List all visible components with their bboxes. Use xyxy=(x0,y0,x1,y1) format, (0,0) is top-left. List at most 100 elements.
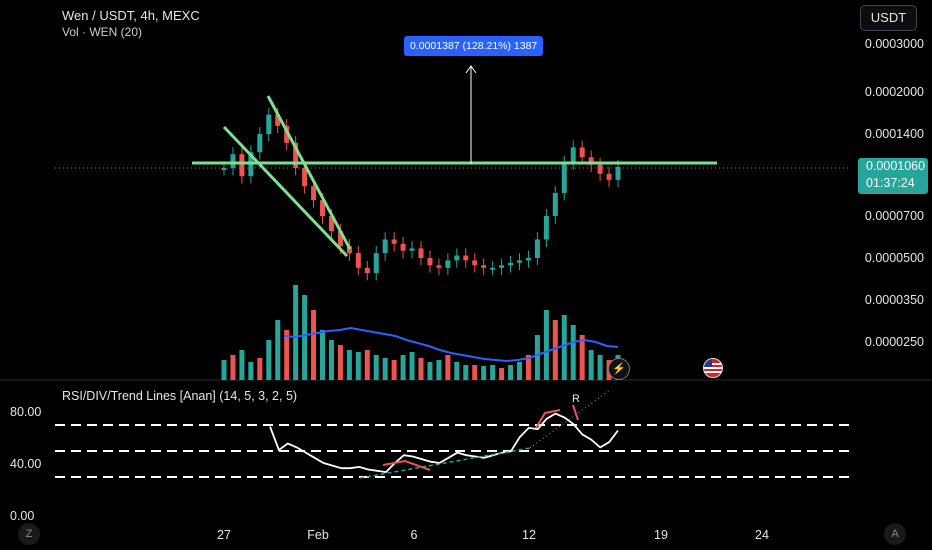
volume-bar xyxy=(373,355,379,380)
volume-ma-line xyxy=(283,326,619,363)
volume-bar xyxy=(230,355,236,380)
bar-countdown: 01:37:24 xyxy=(866,176,915,190)
volume-bar xyxy=(508,365,514,380)
price-tick: 0.0000700 xyxy=(864,209,924,223)
volume-bar xyxy=(570,325,576,380)
candle-body xyxy=(239,154,245,177)
volume-bar xyxy=(418,358,424,380)
candle-body xyxy=(579,147,585,158)
price-tick: 0.0002000 xyxy=(864,85,924,99)
candle-body xyxy=(606,173,612,180)
rsi-tick: 80.00 xyxy=(10,405,42,419)
candle-body xyxy=(597,164,603,174)
volume-bar xyxy=(257,358,263,380)
candle-body xyxy=(328,216,334,232)
candle-body xyxy=(257,134,263,153)
zoom-button[interactable]: Z xyxy=(18,523,40,545)
candle-body xyxy=(445,260,451,268)
candle-body xyxy=(391,239,397,244)
rsi-tick: 0.00 xyxy=(10,509,35,523)
rsi-bearish-divergence-2 xyxy=(535,409,561,429)
volume-bar xyxy=(445,355,451,380)
candle-body xyxy=(373,253,379,274)
candle-body xyxy=(355,253,361,268)
volume-bar xyxy=(517,362,522,380)
volume-bar xyxy=(409,352,415,380)
volume-bar xyxy=(302,295,308,380)
candle-body xyxy=(427,258,433,266)
volume-bar xyxy=(427,362,433,380)
candle-body xyxy=(508,262,514,266)
candle-body xyxy=(543,216,549,240)
time-tick: 24 xyxy=(755,528,769,542)
volume-bar xyxy=(221,360,227,380)
volume-bar xyxy=(337,345,343,380)
volume-bar xyxy=(284,330,290,380)
candle-body xyxy=(436,265,442,268)
price-tick: 0.0003000 xyxy=(864,37,924,51)
candle-body xyxy=(311,186,317,201)
volume-bar xyxy=(525,355,531,380)
price-tick: 0.0000350 xyxy=(864,293,924,307)
rsi-indicator-title: RSI/DIV/Trend Lines [Anan] (14, 5, 3, 2,… xyxy=(62,389,298,403)
us-flag-icon[interactable] xyxy=(703,358,723,378)
rsi-bearish-divergence-3 xyxy=(572,404,579,421)
candle-body xyxy=(561,162,567,194)
volume-bar xyxy=(472,365,478,380)
volume-bar xyxy=(579,335,585,380)
volume-bar xyxy=(266,340,272,380)
candle-body xyxy=(570,147,576,163)
candle-body xyxy=(284,125,290,143)
time-tick: 6 xyxy=(410,528,418,542)
volume-bar xyxy=(534,335,540,380)
volume-bar xyxy=(481,366,487,380)
rsi-bearish-divergence-1 xyxy=(382,459,431,471)
volume-bar xyxy=(561,315,567,380)
lightning-icon[interactable]: ⚡ xyxy=(608,358,630,380)
price-tick: 0.0000250 xyxy=(864,335,924,349)
price-tick: 0.0001400 xyxy=(864,127,924,141)
volume-bar xyxy=(328,340,334,380)
candle-body xyxy=(517,260,522,263)
volume-bar xyxy=(597,355,603,380)
volume-bar xyxy=(382,358,388,380)
candle-body xyxy=(490,267,496,270)
volume-bar xyxy=(588,350,594,380)
candle-body xyxy=(525,258,531,261)
candle-body xyxy=(266,114,272,134)
time-tick: 12 xyxy=(522,528,536,542)
candle-body xyxy=(400,243,406,251)
volume-legend: Vol · WEN (20) xyxy=(62,25,143,39)
volume-bar xyxy=(355,352,361,380)
candle-body xyxy=(346,246,352,254)
divergence-label: R xyxy=(572,393,580,405)
candle-body xyxy=(552,193,558,216)
candle-body xyxy=(320,200,325,216)
candles xyxy=(221,107,621,281)
volume-bar xyxy=(543,310,549,380)
candle-body xyxy=(463,255,469,261)
volume-bar xyxy=(400,355,406,380)
volume-bar xyxy=(391,360,397,380)
volume-bar xyxy=(436,360,442,380)
rsi-support-extension xyxy=(529,389,611,449)
volume-bar xyxy=(239,350,245,380)
volume-bar xyxy=(454,362,460,380)
rsi-line xyxy=(269,412,619,474)
rsi-tick: 40.00 xyxy=(10,457,42,471)
current-price-badge: 0.0001060 01:37:24 xyxy=(858,158,928,194)
candle-body xyxy=(481,265,487,268)
measure-arrowhead xyxy=(465,65,477,74)
measure-label[interactable]: 0.0001387 (128.21%) 1387 xyxy=(404,36,544,56)
candle-body xyxy=(221,168,227,171)
volume-bar xyxy=(364,350,370,380)
currency-button[interactable]: USDT xyxy=(860,5,917,31)
candle-body xyxy=(472,260,478,266)
volume-bar xyxy=(311,310,317,380)
time-tick: Feb xyxy=(307,528,329,542)
candle-body xyxy=(364,267,370,274)
auto-scale-button[interactable]: A xyxy=(884,523,906,545)
candle-body xyxy=(615,166,621,180)
downtrend-line-2 xyxy=(266,95,352,250)
